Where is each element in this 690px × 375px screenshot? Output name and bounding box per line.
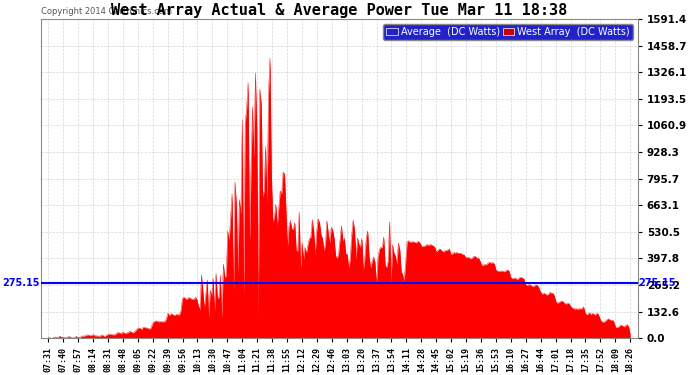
Text: 275.15: 275.15 — [3, 278, 40, 288]
Legend: Average  (DC Watts), West Array  (DC Watts): Average (DC Watts), West Array (DC Watts… — [383, 24, 633, 40]
Title: West Array Actual & Average Power Tue Mar 11 18:38: West Array Actual & Average Power Tue Ma… — [111, 3, 567, 18]
Text: Copyright 2014 Cartronics.com: Copyright 2014 Cartronics.com — [41, 7, 172, 16]
Text: 275.15: 275.15 — [638, 278, 676, 288]
